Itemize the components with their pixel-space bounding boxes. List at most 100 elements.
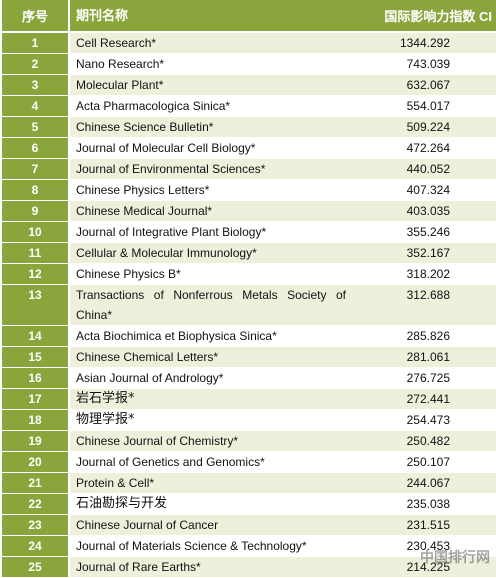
table-row: 17 岩石学报* 272.441 [2, 389, 496, 410]
ci-index-cell: 554.017 [406, 99, 450, 113]
table-row: 20 Journal of Genetics and Genomics* 250.1… [2, 452, 496, 473]
table-row: 12 Chinese Physics B* 318.202 [2, 264, 496, 285]
journal-name-cell: Journal of Genetics and Genomics* [76, 455, 265, 469]
ci-index-cell: 403.035 [406, 204, 450, 218]
ci-index-cell: 230.453 [406, 539, 450, 553]
journal-name-cell: Chinese Journal of Cancer [76, 518, 219, 532]
rank-cell: 18 [2, 410, 70, 430]
ci-index-column-header: 国际影响力指数 CI [364, 0, 496, 31]
table-row: 2 Nano Research* 743.039 [2, 54, 496, 75]
ci-index-cell: 472.264 [406, 141, 450, 155]
rank-cell: 3 [2, 75, 70, 95]
table-row: 3 Molecular Plant* 632.067 [2, 75, 496, 96]
ci-index-cell: 276.725 [406, 371, 450, 385]
journal-name-cell: Chinese Physics Letters* [76, 183, 210, 197]
journal-name-cell: Chinese Science Bulletin* [76, 120, 214, 134]
ci-index-cell: 214.225 [406, 560, 450, 574]
journal-name-cell: Cellular & Molecular Immunology* [76, 246, 257, 260]
journal-name-cell: Acta Biochimica et Biophysica Sinica* [76, 329, 277, 343]
journal-name-cell: 岩石学报* [76, 391, 135, 406]
ci-index-cell: 312.688 [406, 288, 450, 302]
table-row: 1 Cell Research* 1344.292 [2, 33, 496, 54]
rank-cell: 19 [2, 431, 70, 451]
ci-index-cell: 235.038 [406, 497, 450, 511]
journal-name-cell: Journal of Materials Science & Technolog… [76, 539, 307, 553]
rank-column-header: 序号 [2, 0, 70, 31]
table-row: 21 Protein & Cell* 244.067 [2, 473, 496, 494]
table-row: 22 石油勘探与开发 235.038 [2, 494, 496, 515]
ci-index-cell: 250.107 [406, 455, 450, 469]
ci-index-cell: 285.826 [406, 329, 450, 343]
table-row: 25 Journal of Rare Earths* 214.225 [2, 557, 496, 578]
ci-index-cell: 231.515 [406, 518, 450, 532]
table-row: 5 Chinese Science Bulletin* 509.224 [2, 117, 496, 138]
rank-cell: 5 [2, 117, 70, 137]
journal-name-cell: Transactions of Nonferrous Metals Societ… [76, 288, 346, 322]
journal-name-cell: Journal of Molecular Cell Biology* [76, 141, 256, 155]
journal-name-cell: Journal of Integrative Plant Biology* [76, 225, 267, 239]
journal-name-column-header: 期刊名称 [70, 0, 364, 31]
table-row: 13 Transactions of Nonferrous Metals Soci… [2, 285, 496, 326]
table-row: 11 Cellular & Molecular Immunology* 352.16… [2, 243, 496, 264]
rank-cell: 10 [2, 222, 70, 242]
rank-cell: 8 [2, 180, 70, 200]
journal-name-cell: Protein & Cell* [76, 476, 155, 490]
table-row: 23 Chinese Journal of Cancer 231.515 [2, 515, 496, 536]
journal-name-cell: Acta Pharmacologica Sinica* [76, 99, 231, 113]
ci-index-cell: 743.039 [406, 57, 450, 71]
rank-cell: 7 [2, 159, 70, 179]
ci-index-cell: 318.202 [406, 267, 450, 281]
rank-cell: 2 [2, 54, 70, 74]
ci-index-cell: 272.441 [406, 392, 450, 406]
table-row: 4 Acta Pharmacologica Sinica* 554.017 [2, 96, 496, 117]
ci-index-cell: 440.052 [406, 162, 450, 176]
rank-cell: 9 [2, 201, 70, 221]
ci-index-cell: 352.167 [406, 246, 450, 260]
rank-cell: 24 [2, 536, 70, 556]
ci-index-cell: 407.324 [406, 183, 450, 197]
ci-index-cell: 632.067 [406, 78, 450, 92]
rank-cell: 4 [2, 96, 70, 116]
rank-cell: 22 [2, 494, 70, 514]
journal-name-cell: Cell Research* [76, 36, 157, 50]
journal-name-cell: Nano Research* [76, 57, 165, 71]
rank-cell: 16 [2, 368, 70, 388]
rank-cell: 12 [2, 264, 70, 284]
rank-cell: 1 [2, 33, 70, 53]
table-row: 24 Journal of Materials Science & Technol… [2, 536, 496, 557]
rank-cell: 14 [2, 326, 70, 346]
table-row: 16 Asian Journal of Andrology* 276.725 [2, 368, 496, 389]
rank-cell: 20 [2, 452, 70, 472]
ci-index-cell: 509.224 [406, 120, 450, 134]
rank-cell: 23 [2, 515, 70, 535]
table-row: 9 Chinese Medical Journal* 403.035 [2, 201, 496, 222]
journal-name-cell: Chinese Medical Journal* [76, 204, 213, 218]
rank-cell: 25 [2, 557, 70, 577]
ci-index-cell: 244.067 [406, 476, 450, 490]
table-row: 14 Acta Biochimica et Biophysica Sinica* 2… [2, 326, 496, 347]
table-row: 15 Chinese Chemical Letters* 281.061 [2, 347, 496, 368]
ci-index-cell: 254.473 [406, 413, 450, 427]
rank-cell: 13 [2, 285, 70, 325]
table-header-row: 序号 期刊名称 国际影响力指数 CI [2, 0, 496, 33]
journal-name-cell: Chinese Chemical Letters* [76, 350, 219, 364]
table-row: 10 Journal of Integrative Plant Biology* 3… [2, 222, 496, 243]
ci-index-cell: 250.482 [406, 434, 450, 448]
ci-index-cell: 355.246 [406, 225, 450, 239]
rank-cell: 21 [2, 473, 70, 493]
journal-name-cell: Journal of Environmental Sciences* [76, 162, 266, 176]
journal-name-cell: Molecular Plant* [76, 78, 164, 92]
journal-name-cell: 物理学报* [76, 412, 135, 427]
table-body: 1 Cell Research* 1344.292 2 Nano Research* 74… [2, 33, 496, 578]
rank-cell: 6 [2, 138, 70, 158]
rank-cell: 11 [2, 243, 70, 263]
journal-name-cell: Journal of Rare Earths* [76, 560, 201, 574]
rank-cell: 15 [2, 347, 70, 367]
journal-name-cell: Chinese Physics B* [76, 267, 181, 281]
table-row: 18 物理学报* 254.473 [2, 410, 496, 431]
ci-index-cell: 281.061 [406, 350, 450, 364]
rank-cell: 17 [2, 389, 70, 409]
site-watermark: 中国排行网 [420, 550, 490, 566]
journal-name-cell: 石油勘探与开发 [76, 496, 168, 511]
